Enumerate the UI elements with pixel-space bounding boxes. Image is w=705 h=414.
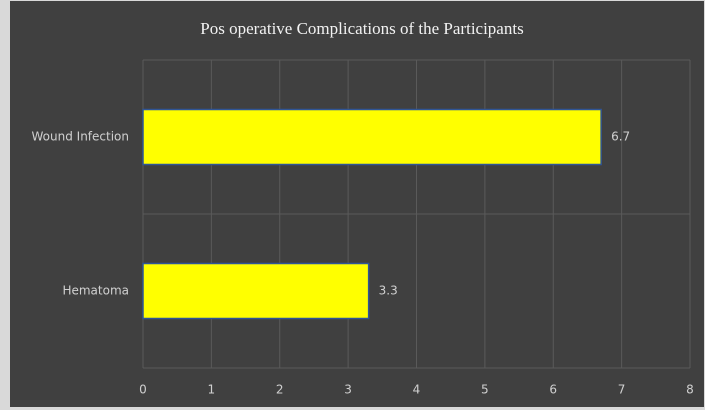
- x-tick-label: 7: [618, 383, 626, 397]
- data-label: 3.3: [379, 284, 398, 298]
- x-tick-label: 8: [686, 383, 694, 397]
- chart-area: [10, 1, 704, 407]
- x-tick-label: 2: [276, 383, 284, 397]
- data-label: 6.7: [611, 130, 630, 144]
- y-tick-label: Wound Infection: [32, 130, 129, 144]
- chart-title: Pos operative Complications of the Parti…: [200, 19, 523, 38]
- x-tick-label: 0: [139, 383, 147, 397]
- x-tick-label: 4: [413, 383, 421, 397]
- x-tick-label: 3: [344, 383, 352, 397]
- y-tick-label: Hematoma: [62, 284, 129, 298]
- x-tick-label: 5: [481, 383, 489, 397]
- bar: [142, 262, 370, 320]
- bar: [142, 108, 602, 166]
- x-tick-label: 1: [208, 383, 216, 397]
- x-tick-label: 6: [549, 383, 557, 397]
